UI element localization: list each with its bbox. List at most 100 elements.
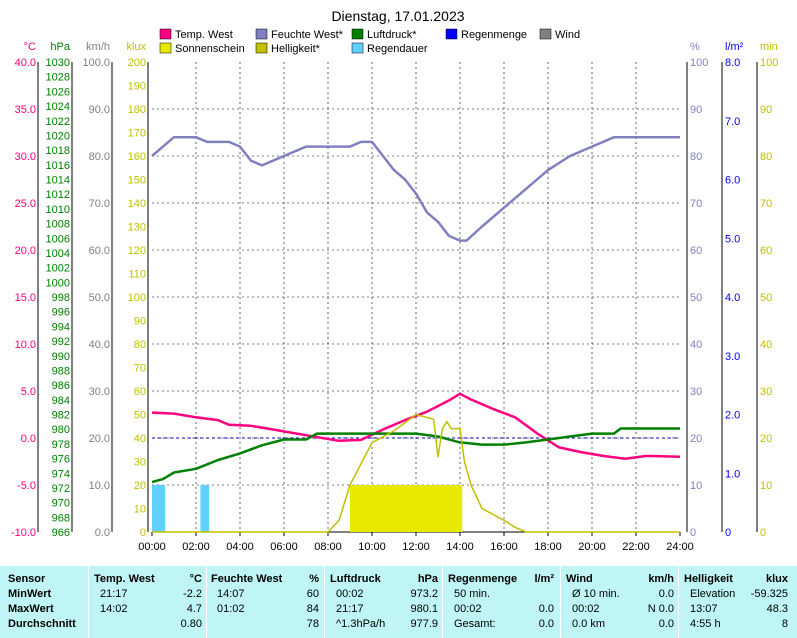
legend-label: Helligkeit* (271, 43, 321, 55)
axis-tick-label: 992 (52, 336, 70, 348)
table-cell-value: 48.3 (766, 603, 788, 615)
axis-tick-label: 0.0 (95, 527, 110, 539)
legend-swatch (255, 28, 268, 40)
table-cell-value: 8 (781, 618, 788, 630)
table-cell-label: Gesamt: (454, 618, 496, 630)
axis-tick-label: 170 (128, 128, 146, 140)
legend-label: Wind (555, 29, 580, 41)
axis-tick-label: 986 (52, 380, 70, 392)
x-tick-label: 24:00 (666, 541, 694, 553)
table-cell-label: 4:55 h (690, 618, 721, 630)
summary-table: Sensor MinWert MaxWert Durchschnitt Temp. We… (0, 566, 797, 638)
axis-tick-label: 1016 (46, 160, 70, 172)
axis-tick-label: 10 (760, 480, 772, 492)
x-tick-label: 08:00 (314, 541, 342, 553)
x-tick-label: 16:00 (490, 541, 518, 553)
legend-label: Sonnenschein (175, 43, 245, 55)
table-row-label: MaxWert (8, 603, 54, 615)
axis-tick-label: 982 (52, 410, 70, 422)
axis-unit-label: % (690, 41, 700, 53)
axis-tick-label: 200 (128, 57, 146, 69)
axis-tick-label: 50 (760, 292, 772, 304)
axis-tick-label: 70 (760, 198, 772, 210)
axis-tick-label: 180 (128, 104, 146, 116)
table-cell-value: 0.0 (658, 588, 674, 600)
axis-tick-label: 60 (760, 245, 772, 257)
table-cell-label: 50 min. (454, 588, 491, 600)
legend-label: Regenmenge (461, 29, 527, 41)
axis-tick-label: 988 (52, 365, 70, 377)
axis-tick-label: 100.0 (82, 57, 110, 69)
axis-unit-label: l/m² (725, 41, 744, 53)
axis-tick-label: 30 (690, 386, 702, 398)
axis-tick-label: 1020 (46, 130, 70, 142)
axis-tick-label: 20.0 (15, 245, 36, 257)
axis-tick-label: 10.0 (89, 480, 110, 492)
weather-chart: Dienstag, 17.01.2023 Temp. West Feuchte We… (11, 8, 778, 553)
table-cell-value: 0.0 (658, 618, 674, 630)
table-cell-label: 21:17 (100, 588, 128, 600)
axis-tick-label: 40.0 (15, 57, 36, 69)
table-cell-value: 980.1 (410, 603, 438, 615)
axis-tick-label: 150 (128, 175, 146, 187)
axis-tick-label: 130 (128, 222, 146, 234)
legend-label: Luftdruck* (367, 29, 417, 41)
axis-tick-label: 35.0 (15, 104, 36, 116)
axis-tick-label: 70 (134, 363, 146, 375)
regendauer-bar (152, 485, 166, 532)
axis-tick-label: 80 (690, 151, 702, 163)
legend-swatch (351, 28, 364, 40)
axis-unit-label: km/h (86, 41, 110, 53)
axis-tick-label: 1022 (46, 116, 70, 128)
axis-tick-label: 7.0 (725, 116, 740, 128)
axis-tick-label: 80 (760, 151, 772, 163)
axis-tick-label: 90 (134, 316, 146, 328)
axis-tick-label: 990 (52, 351, 70, 363)
table-col-header: Luftdruck (330, 573, 381, 585)
axis-tick-label: 40 (760, 339, 772, 351)
axis-tick-label: 1.0 (725, 468, 740, 480)
axis-tick-label: 1002 (46, 263, 70, 275)
axis-tick-label: 0.0 (21, 433, 36, 445)
axis-tick-label: 1018 (46, 145, 70, 157)
table-col-unit: klux (765, 573, 788, 585)
axis-tick-label: 40 (134, 433, 146, 445)
axis-tick-label: 10.0 (15, 339, 36, 351)
axis-tick-label: 3.0 (725, 351, 740, 363)
table-col-header: Feuchte West (211, 573, 283, 585)
axis-tick-label: 100 (690, 57, 708, 69)
axis-unit-label: min (760, 41, 778, 53)
axis-tick-label: 0 (140, 527, 146, 539)
table-cell-label: 00:02 (454, 603, 482, 615)
axis-tick-label: 968 (52, 512, 70, 524)
axis-tick-label: 60 (134, 386, 146, 398)
axis-tick-label: 70 (690, 198, 702, 210)
table-col-header: Temp. West (94, 573, 155, 585)
axis-tick-label: 978 (52, 439, 70, 451)
x-tick-label: 20:00 (578, 541, 606, 553)
axis-tick-label: 90 (760, 104, 772, 116)
table-cell-label: 01:02 (217, 603, 245, 615)
axis-tick-label: 60.0 (89, 245, 110, 257)
table-cell-value: 84 (306, 603, 319, 615)
table-divider (678, 566, 679, 638)
legend-swatch (539, 28, 552, 40)
table-cell-value: 0.0 (538, 603, 554, 615)
axis-tick-label: 120 (128, 245, 146, 257)
axis-tick-label: 15.0 (15, 292, 36, 304)
table-col-unit: °C (189, 573, 202, 585)
axis-tick-label: 30.0 (15, 151, 36, 163)
axis-tick-label: 80.0 (89, 151, 110, 163)
legend-swatch (159, 28, 172, 40)
table-cell-label: 21:17 (336, 603, 364, 615)
table-cell-value: 78 (306, 618, 319, 630)
legend-label: Regendauer (367, 43, 428, 55)
table-divider (442, 566, 443, 638)
table-cell-value: 4.7 (186, 603, 202, 615)
table-divider (560, 566, 561, 638)
table-divider (324, 566, 325, 638)
x-tick-label: 04:00 (226, 541, 254, 553)
axis-tick-label: 90 (690, 104, 702, 116)
table-cell-label: 00:02 (336, 588, 364, 600)
axis-tick-label: 25.0 (15, 198, 36, 210)
